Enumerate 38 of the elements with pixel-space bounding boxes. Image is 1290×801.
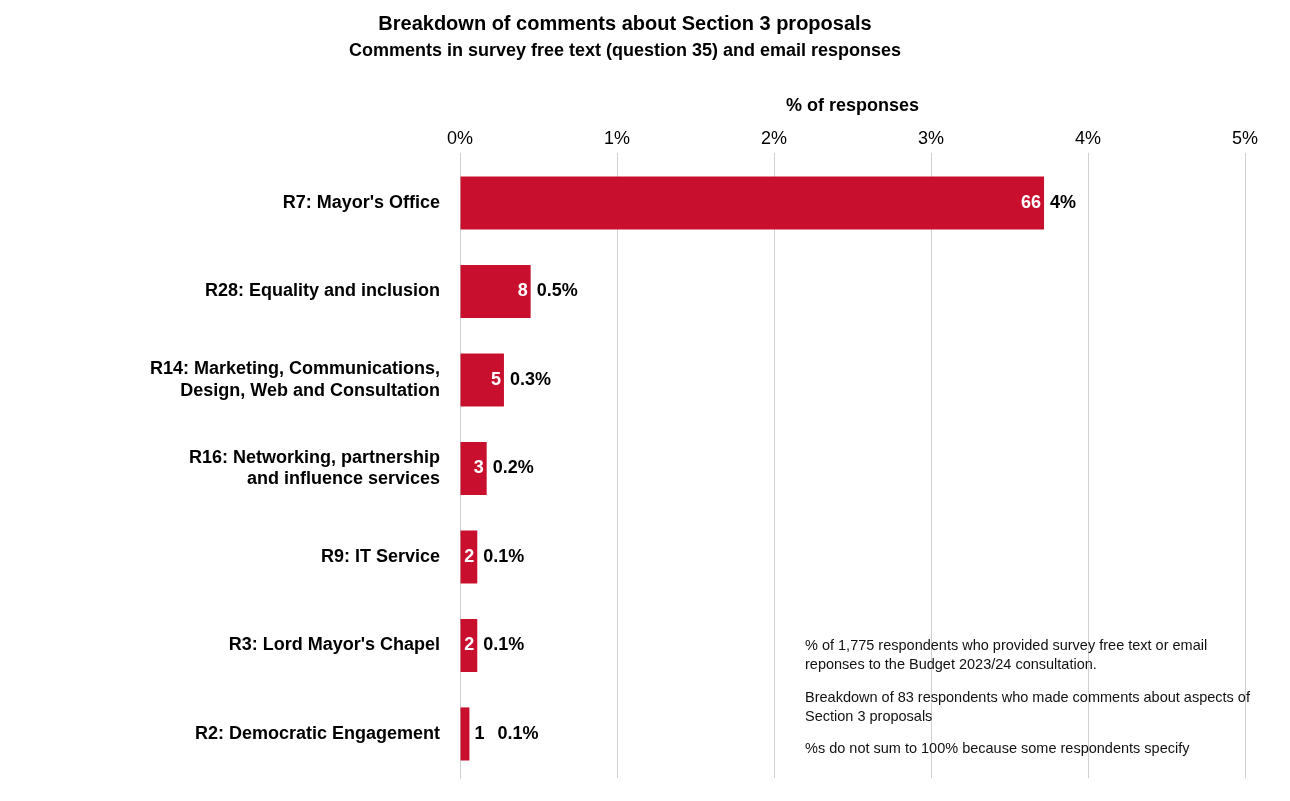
x-tick-label: 1% <box>603 127 631 148</box>
y-tick-label: R2: Democratic Engagement <box>194 722 440 743</box>
data-label: 0.2% <box>492 457 534 478</box>
annotation: Breakdown of 83 respondents who made comments about aspects of Section 3 proposals <box>805 687 1251 726</box>
annotation: 2 <box>464 545 475 566</box>
bar <box>460 441 487 496</box>
y-tick-label: R7: Mayor's Office <box>282 192 440 213</box>
data-label: 0.1% <box>483 634 525 655</box>
data-label: 0.3% <box>509 368 551 389</box>
y-tick-label: R14: Marketing, Communications, Design, Web and Consultation <box>149 358 440 400</box>
bar <box>460 176 1045 230</box>
annotation: 5 <box>490 368 501 389</box>
annotation: 1 <box>474 722 485 743</box>
x-tick-label: 5% <box>1231 127 1259 148</box>
annotation: 2 <box>464 634 475 655</box>
annotation: % of 1,775 respondents who provided survey free text or email reponses to the Budget 2023/24 consultation. <box>805 636 1209 674</box>
bar <box>460 707 470 761</box>
chart-title: Breakdown of comments about Section 3 proposals <box>378 11 872 34</box>
x-tick-label: 0% <box>446 127 474 148</box>
x-tick-label: 2% <box>760 127 788 148</box>
x-axis-title: % of responses <box>785 95 920 116</box>
data-label: 0.1% <box>497 722 539 743</box>
y-tick-label: R9: IT Service <box>320 545 440 566</box>
y-tick-label: R3: Lord Mayor's Chapel <box>228 634 440 655</box>
annotation: 3 <box>473 457 484 478</box>
data-label: 0.5% <box>536 280 578 301</box>
annotation: 8 <box>517 280 528 301</box>
x-tick-label: 3% <box>917 127 945 148</box>
x-tick-label: 4% <box>1074 127 1102 148</box>
y-tick-label: R28: Equality and inclusion <box>204 280 440 301</box>
bar <box>460 353 504 407</box>
annotation: %s do not sum to 100% because some respondents specify <box>805 739 1191 759</box>
data-label: 0.1% <box>483 545 525 566</box>
bar <box>460 264 531 319</box>
annotation: 66 <box>1021 192 1042 213</box>
data-label: 4% <box>1050 192 1077 213</box>
chart-subtitle: Comments in survey free text (question 35) and email responses <box>348 39 902 60</box>
y-tick-label: R16: Networking, partnership and influence services <box>188 446 440 489</box>
